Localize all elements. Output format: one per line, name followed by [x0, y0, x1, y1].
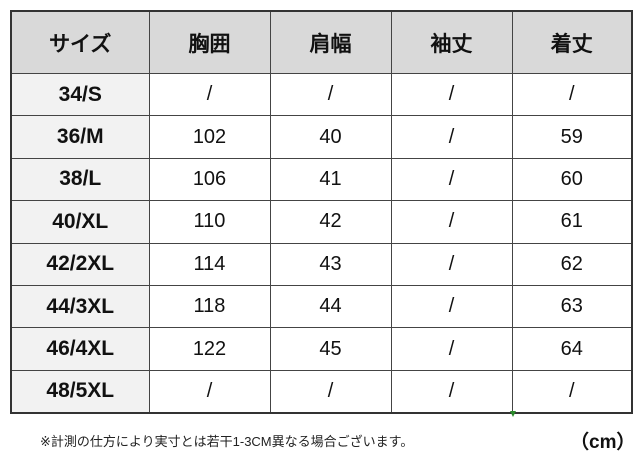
- cell-corner-marker: [510, 411, 516, 417]
- column-header: 袖丈: [390, 10, 513, 74]
- measurement-cell: 41: [269, 157, 392, 202]
- table-row: 48/5XL / / / /: [10, 369, 633, 414]
- measurement-cell: 60: [511, 157, 633, 202]
- column-header: サイズ: [10, 10, 150, 74]
- measurement-cell: /: [390, 327, 513, 371]
- unit-label: （cm）: [570, 432, 636, 453]
- measurement-cell: 64: [511, 327, 633, 371]
- measurement-cell: /: [390, 115, 513, 159]
- table-row: 42/2XL 114 43/62: [10, 242, 633, 286]
- measurement-cell: 45: [269, 327, 392, 371]
- measurement-cell: 102: [148, 115, 271, 159]
- size-chart-table: サイズ 胸囲 肩幅 袖丈 着丈 34/S / / //36/M 102 40/59 38/L 106 4…: [10, 10, 633, 415]
- measurement-cell: /: [390, 369, 513, 414]
- measurement-cell: 62: [511, 242, 633, 286]
- size-label-cell: 38/L: [10, 157, 150, 202]
- size-label-cell: 48/5XL: [10, 369, 150, 414]
- measurement-cell: 122: [148, 327, 271, 371]
- measurement-cell: 40: [269, 115, 392, 159]
- measurement-cell: 43: [269, 242, 392, 286]
- measurement-cell: 114: [148, 242, 271, 286]
- table-row: 36/M 102 40/59: [10, 115, 633, 159]
- measurement-note: ※計測の仕方により実寸とは若干1-3CM異なる場合ございます。: [40, 434, 414, 449]
- measurement-cell: /: [148, 72, 271, 117]
- table-row: 44/3XL 118 44/63: [10, 284, 633, 329]
- measurement-cell: 42: [269, 200, 392, 244]
- measurement-cell: 63: [511, 284, 633, 329]
- measurement-cell: /: [511, 369, 633, 414]
- measurement-cell: 59: [511, 115, 633, 159]
- column-header: 肩幅: [269, 10, 392, 74]
- measurement-cell: 44: [269, 284, 392, 329]
- size-label-cell: 34/S: [10, 72, 150, 117]
- size-label-cell: 42/2XL: [10, 242, 150, 286]
- measurement-cell: 118: [148, 284, 271, 329]
- table-row: 38/L 106 41/60: [10, 157, 633, 202]
- measurement-cell: /: [390, 284, 513, 329]
- size-label-cell: 36/M: [10, 115, 150, 159]
- measurement-cell: /: [390, 157, 513, 202]
- table-row: 40/XL 110 42/61: [10, 200, 633, 244]
- measurement-cell: 106: [148, 157, 271, 202]
- header-row: サイズ 胸囲 肩幅 袖丈 着丈: [10, 10, 633, 74]
- measurement-cell: /: [269, 369, 392, 414]
- measurement-cell: 61: [511, 200, 633, 244]
- measurement-cell: /: [511, 72, 633, 117]
- table-row: 46/4XL 122 45/64: [10, 327, 633, 371]
- size-label-cell: 40/XL: [10, 200, 150, 244]
- measurement-cell: /: [390, 242, 513, 286]
- measurement-cell: /: [390, 200, 513, 244]
- column-header: 着丈: [511, 10, 633, 74]
- size-label-cell: 46/4XL: [10, 327, 150, 371]
- measurement-cell: /: [148, 369, 271, 414]
- table-row: 34/S / / / /: [10, 72, 633, 117]
- measurement-cell: /: [269, 72, 392, 117]
- measurement-cell: /: [390, 72, 513, 117]
- column-header: 胸囲: [148, 10, 271, 74]
- measurement-cell: 110: [148, 200, 271, 244]
- size-label-cell: 44/3XL: [10, 284, 150, 329]
